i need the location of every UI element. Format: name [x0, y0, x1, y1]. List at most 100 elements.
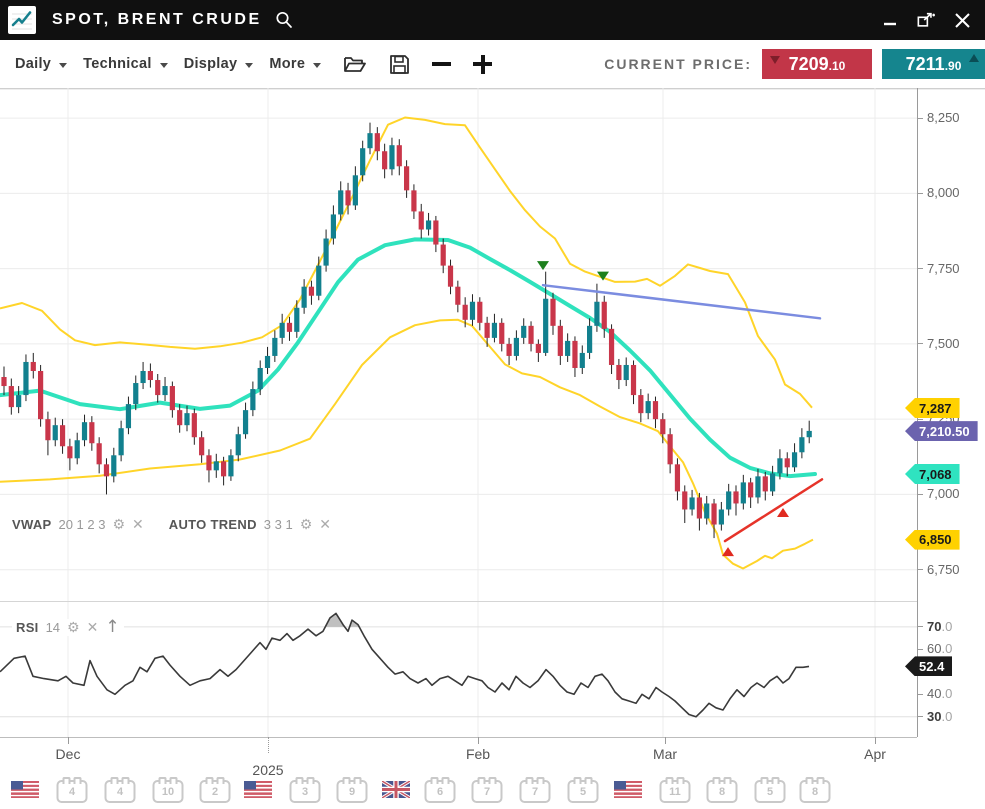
candle-up[interactable] — [257, 367, 263, 390]
timeframe-menu[interactable]: Daily — [15, 56, 68, 72]
candle-down[interactable] — [155, 380, 161, 396]
candle-up[interactable] — [389, 145, 395, 170]
candle-up[interactable] — [338, 190, 344, 215]
candle-up[interactable] — [228, 455, 234, 477]
more-menu[interactable]: More — [269, 56, 322, 72]
calendar-event-icon[interactable]: 9 — [336, 777, 368, 803]
candle-down[interactable] — [418, 211, 424, 230]
sell-signal-marker[interactable] — [597, 271, 609, 281]
candle-down[interactable] — [147, 370, 153, 381]
close-button[interactable] — [953, 11, 971, 29]
popout-button[interactable] — [917, 11, 935, 29]
candle-up[interactable] — [425, 220, 432, 230]
candle-down[interactable] — [616, 364, 622, 381]
calendar-event-icon[interactable]: 3 — [289, 777, 321, 803]
candle-up[interactable] — [242, 410, 249, 435]
candle-up[interactable] — [594, 301, 600, 326]
candle-up[interactable] — [367, 133, 373, 149]
trend-line[interactable] — [541, 283, 822, 320]
search-icon[interactable] — [274, 10, 294, 30]
candle-up[interactable] — [587, 325, 593, 353]
candle-up[interactable] — [623, 364, 629, 381]
candle-down[interactable] — [455, 286, 461, 305]
auto-trend-remove-icon[interactable]: ✕ — [319, 516, 331, 533]
candle-down[interactable] — [103, 464, 110, 477]
candle-down[interactable] — [89, 422, 95, 444]
save-icon[interactable] — [389, 54, 410, 75]
candle-down[interactable] — [96, 443, 102, 465]
calendar-event-icon[interactable]: 7 — [471, 777, 503, 803]
candle-up[interactable] — [213, 461, 219, 471]
candle-up[interactable] — [740, 482, 746, 504]
candle-up[interactable] — [791, 452, 798, 468]
candle-down[interactable] — [696, 497, 702, 519]
candle-down[interactable] — [8, 386, 14, 408]
price-level-badge[interactable]: 7,210.50 — [905, 421, 978, 442]
us-flag-icon[interactable] — [11, 781, 39, 799]
candle-up[interactable] — [469, 301, 476, 320]
us-flag-icon[interactable] — [244, 781, 272, 799]
candle-up[interactable] — [74, 440, 80, 459]
calendar-event-icon[interactable]: 11 — [659, 777, 691, 803]
candle-up[interactable] — [360, 148, 366, 176]
price-level-badge[interactable]: 6,850 — [905, 529, 960, 550]
main-price-chart[interactable] — [0, 88, 917, 601]
calendar-event-icon[interactable]: 8 — [799, 777, 831, 803]
candle-up[interactable] — [330, 214, 336, 239]
candle-down[interactable] — [652, 401, 659, 420]
candle-up[interactable] — [125, 404, 132, 429]
sell-signal-marker[interactable] — [537, 261, 549, 271]
auto-trend-settings-gear-icon[interactable]: ⚙ — [299, 516, 313, 533]
rsi-sub-chart[interactable] — [0, 601, 917, 737]
candle-down[interactable] — [557, 325, 563, 356]
buy-price-button[interactable]: 7211.90 — [882, 49, 985, 79]
candle-down[interactable] — [484, 322, 490, 338]
candle-up[interactable] — [118, 428, 124, 456]
candle-down[interactable] — [286, 322, 293, 332]
candle-down[interactable] — [177, 410, 183, 426]
candle-down[interactable] — [396, 145, 402, 167]
candle-up[interactable] — [235, 434, 241, 456]
candle-up[interactable] — [301, 286, 307, 308]
candle-up[interactable] — [162, 386, 168, 396]
candle-up[interactable] — [52, 425, 58, 441]
candle-down[interactable] — [345, 190, 351, 206]
candle-up[interactable] — [264, 355, 271, 368]
candle-up[interactable] — [718, 509, 724, 525]
candle-up[interactable] — [250, 389, 256, 411]
candle-down[interactable] — [308, 286, 315, 296]
candle-down[interactable] — [784, 458, 790, 468]
candle-down[interactable] — [762, 476, 768, 492]
candle-down[interactable] — [38, 370, 44, 420]
calendar-event-icon[interactable]: 5 — [754, 777, 786, 803]
candle-up[interactable] — [513, 337, 519, 356]
panel-divider[interactable] — [0, 601, 917, 602]
candle-up[interactable] — [579, 352, 585, 368]
candle-down[interactable] — [682, 491, 688, 510]
candle-up[interactable] — [23, 361, 29, 396]
candle-down[interactable] — [660, 419, 666, 435]
candle-down[interactable] — [404, 166, 410, 191]
candle-down[interactable] — [447, 265, 454, 287]
candle-up[interactable] — [316, 265, 322, 296]
vwap-settings-gear-icon[interactable]: ⚙ — [112, 516, 126, 533]
candle-up[interactable] — [543, 298, 549, 353]
candle-down[interactable] — [411, 190, 417, 212]
candle-up[interactable] — [799, 437, 805, 453]
candle-up[interactable] — [133, 383, 139, 405]
candle-down[interactable] — [433, 220, 439, 245]
candle-down[interactable] — [535, 343, 541, 353]
candle-down[interactable] — [572, 340, 578, 368]
uk-flag-icon[interactable] — [381, 779, 411, 800]
calendar-event-icon[interactable]: 4 — [56, 777, 88, 803]
sell-price-button[interactable]: 7209.10 — [762, 49, 872, 79]
candle-up[interactable] — [565, 340, 571, 356]
candle-down[interactable] — [528, 325, 534, 344]
candle-down[interactable] — [221, 461, 227, 477]
vwap-remove-icon[interactable]: ✕ — [132, 516, 144, 533]
candle-down[interactable] — [711, 503, 717, 525]
candle-down[interactable] — [199, 437, 205, 456]
calendar-event-icon[interactable]: 10 — [152, 777, 184, 803]
candle-up[interactable] — [16, 395, 22, 408]
candle-down[interactable] — [462, 304, 468, 320]
